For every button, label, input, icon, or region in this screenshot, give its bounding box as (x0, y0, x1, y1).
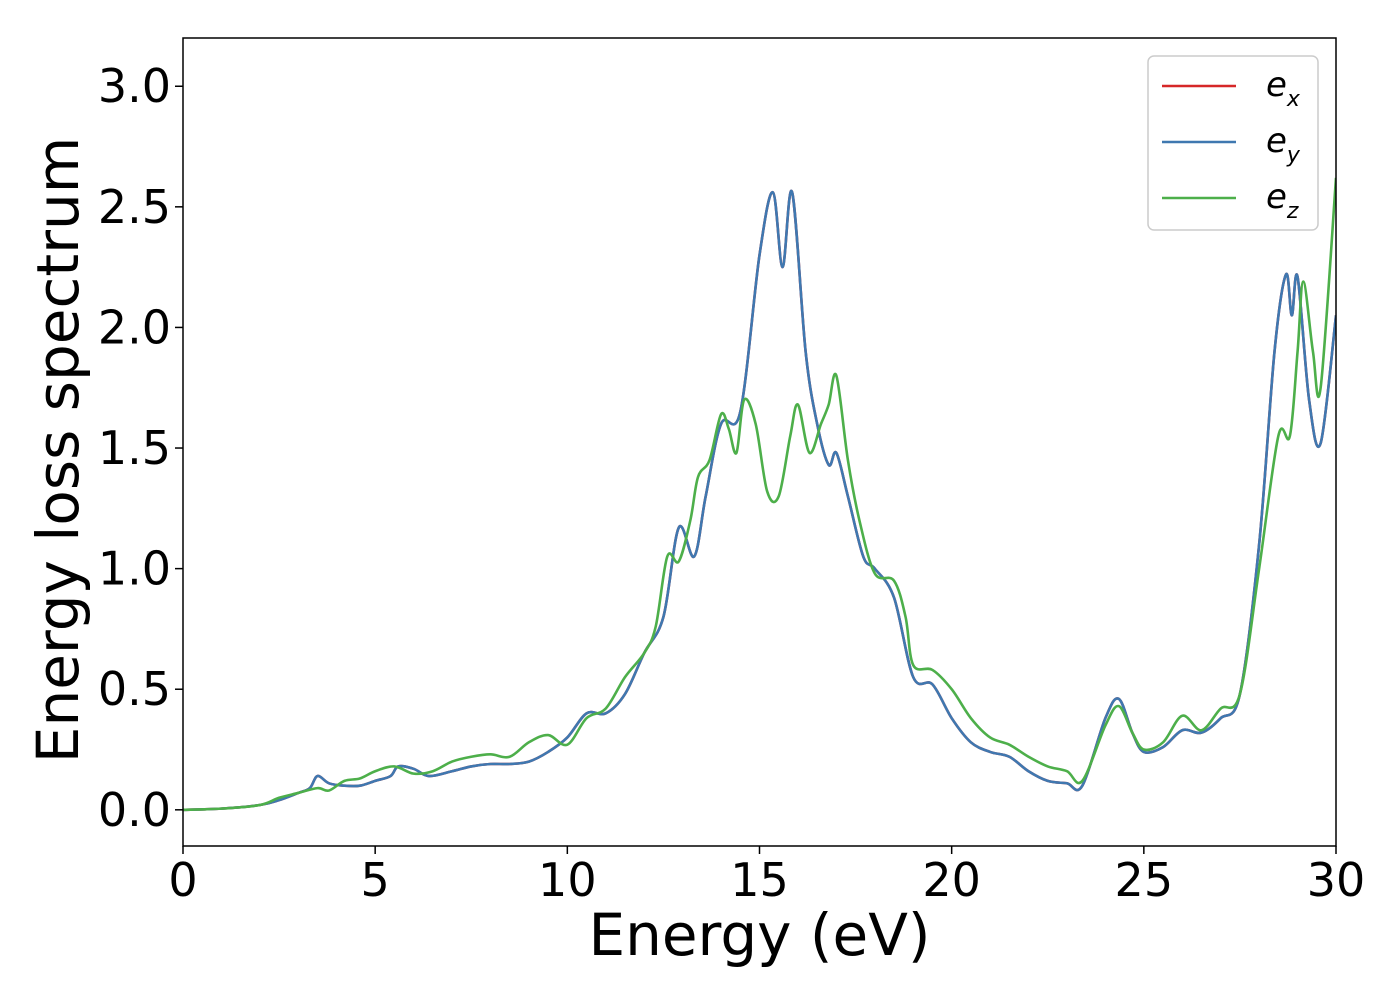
legend-label-base: e (1266, 121, 1287, 161)
y-tick-label: 1.5 (98, 421, 171, 475)
x-tick-label: 30 (1307, 853, 1366, 907)
x-tick-label: 15 (730, 853, 789, 907)
y-tick-label: 3.0 (98, 59, 171, 113)
series-line-y (183, 189, 1336, 812)
y-tick-label: 2.5 (98, 180, 171, 234)
y-tick-label: 2.0 (98, 300, 171, 354)
x-axis-ticks: 0 5 10 15 20 25 30 (168, 846, 1365, 907)
legend-label-base: e (1266, 177, 1287, 217)
x-tick-label: 10 (538, 853, 597, 907)
legend-label-x: ex (1266, 65, 1301, 112)
y-axis-title: Energy loss spectrum (24, 137, 92, 763)
y-axis-ticks: 0.0 0.5 1.0 1.5 2.0 2.5 3.0 (98, 59, 183, 837)
legend-label-y: ey (1266, 121, 1301, 168)
x-tick-label: 20 (922, 853, 981, 907)
y-tick-label: 0.0 (98, 783, 171, 837)
plot-lines (183, 177, 1336, 812)
legend-label-subscript: y (1286, 143, 1301, 168)
x-axis-title: Energy (eV) (588, 901, 930, 969)
legend-label-subscript: z (1286, 199, 1299, 224)
legend-label-subscript: x (1286, 87, 1301, 112)
legend-label-z: ez (1266, 177, 1299, 224)
x-tick-label: 25 (1115, 853, 1174, 907)
x-tick-label: 5 (361, 853, 390, 907)
series-line-z (183, 177, 1336, 812)
y-tick-label: 1.0 (98, 542, 171, 596)
x-tick-label: 0 (168, 853, 197, 907)
legend-label-base: e (1266, 65, 1287, 105)
y-tick-label: 0.5 (98, 662, 171, 716)
